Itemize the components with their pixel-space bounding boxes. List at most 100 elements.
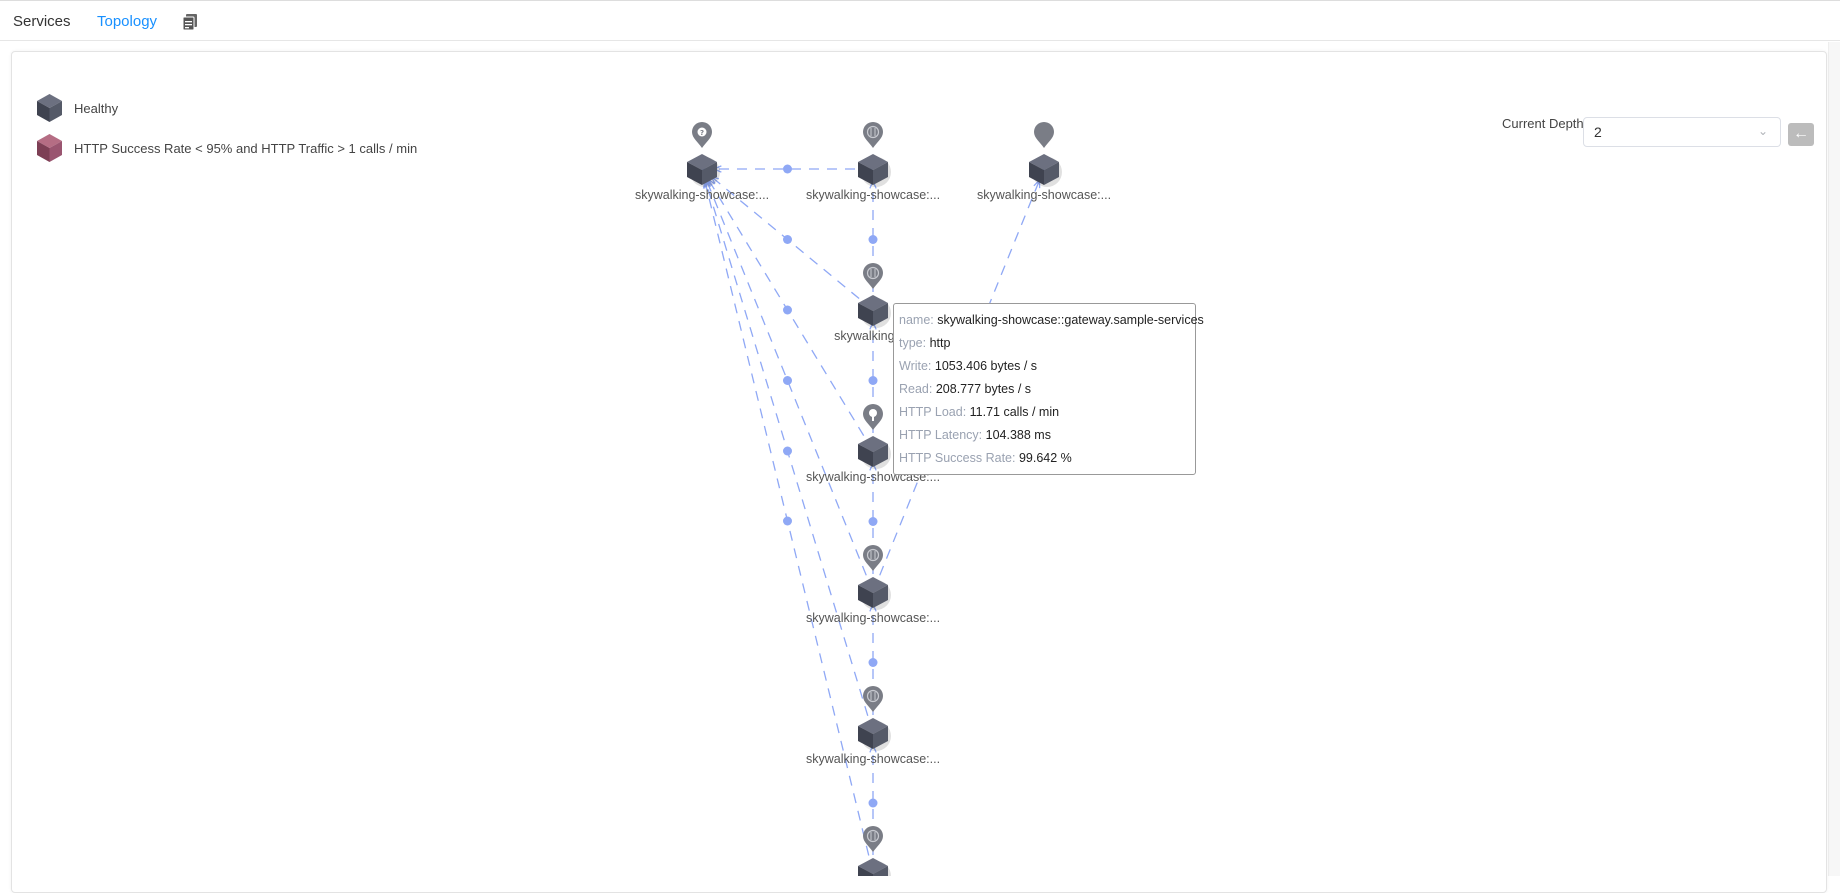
- edge-dot[interactable]: [868, 798, 878, 808]
- top-tab-bar: Services Topology: [0, 0, 1840, 41]
- service-node[interactable]: ?: [687, 122, 720, 187]
- cube-left: [858, 585, 873, 608]
- service-node[interactable]: [858, 404, 891, 469]
- question-icon: [697, 127, 707, 137]
- tooltip-key: name:: [899, 313, 934, 327]
- edge-dot[interactable]: [868, 376, 878, 385]
- tooltip-value: 1053.406 bytes / s: [934, 359, 1038, 373]
- service-node[interactable]: [858, 826, 891, 876]
- tooltip-row: HTTP Latency: 104.388 ms: [899, 426, 1190, 449]
- tooltip-value: 104.388 ms: [985, 428, 1051, 442]
- cube-left: [858, 444, 873, 467]
- pin-icon: [1034, 122, 1054, 148]
- edge-dot[interactable]: [868, 235, 878, 244]
- cube-right: [873, 585, 888, 608]
- tooltip-row: name: skywalking-showcase::gateway.sampl…: [899, 311, 1204, 334]
- cube-right: [873, 726, 888, 749]
- cube-right: [873, 162, 888, 185]
- edge-b1-a1[interactable]: [702, 164, 873, 174]
- pin-icon: [863, 263, 883, 289]
- tooltip-row: Read: 208.777 bytes / s: [899, 380, 1190, 403]
- tooltip-row: type: http: [899, 334, 1190, 357]
- arrow-left-icon: ←: [1793, 125, 1809, 142]
- tooltip-value: 99.642 %: [1018, 451, 1072, 465]
- edge-dot[interactable]: [783, 376, 792, 385]
- cube-left: [687, 162, 702, 185]
- pin-icon: [863, 826, 883, 852]
- edge-b4-a1[interactable]: [701, 168, 874, 593]
- node-label[interactable]: skywalking-showcase:...: [805, 752, 941, 766]
- cube-right: [873, 866, 888, 876]
- http-icon: [866, 548, 880, 562]
- http-icon: [866, 689, 880, 703]
- pin-icon: [863, 686, 883, 712]
- edge-dot[interactable]: [783, 305, 792, 315]
- tooltip-key: HTTP Success Rate:: [899, 451, 1016, 465]
- tooltip-row: Write: 1053.406 bytes / s: [899, 357, 1190, 380]
- pin-icon: ?: [692, 122, 712, 148]
- node-label[interactable]: skywalking-sh: [834, 329, 912, 343]
- cube-left: [858, 303, 873, 326]
- unhealthy-cube-icon: [37, 134, 62, 162]
- node-tooltip: name: skywalking-showcase::gateway.sampl…: [893, 303, 1204, 475]
- edge-line[interactable]: [701, 168, 874, 593]
- cube-right: [873, 303, 888, 326]
- pin-icon: [863, 122, 883, 148]
- documents-icon[interactable]: [181, 13, 199, 31]
- legend-label: HTTP Success Rate < 95% and HTTP Traffic…: [74, 140, 418, 156]
- tooltip-row: HTTP Success Rate: 99.642 %: [899, 449, 1190, 472]
- tooltip-key: Read:: [899, 382, 933, 396]
- cube-left: [858, 162, 873, 185]
- tab-services[interactable]: Services: [13, 13, 71, 30]
- tooltip-key: HTTP Latency:: [899, 428, 983, 442]
- cube-left: [1029, 162, 1044, 185]
- service-node[interactable]: [858, 122, 891, 187]
- edge-dot[interactable]: [783, 164, 792, 174]
- edge-dot[interactable]: [783, 235, 792, 244]
- tooltip-value: skywalking-showcase::gateway.sample-serv…: [937, 313, 1204, 327]
- svg-text:?: ?: [700, 129, 704, 137]
- tab-topology[interactable]: Topology: [97, 13, 158, 30]
- pin-icon: [863, 545, 883, 571]
- service-node[interactable]: [858, 545, 891, 610]
- legend-label: Healthy: [74, 100, 119, 116]
- edge-b3-a1[interactable]: [701, 168, 874, 452]
- node-label[interactable]: skywalking-showcase:...: [976, 188, 1112, 202]
- service-node[interactable]: [1029, 122, 1062, 187]
- http-icon: [866, 266, 880, 280]
- http-icon: [866, 125, 880, 139]
- current-depth-label: Current Depth: [1502, 116, 1584, 131]
- pin-icon: [863, 404, 883, 430]
- service-node[interactable]: [858, 263, 891, 328]
- service-node[interactable]: [858, 686, 891, 751]
- tooltip-row: HTTP Load: 11.71 calls / min: [899, 403, 1190, 426]
- edge-b5-a1[interactable]: [701, 168, 874, 734]
- tooltip-value: 208.777 bytes / s: [935, 382, 1032, 396]
- node-label[interactable]: skywalking-showcase:...: [634, 188, 770, 202]
- cube-right: [702, 162, 717, 185]
- tooltip-value: http: [929, 336, 951, 350]
- legend-unhealthy: HTTP Success Rate < 95% and HTTP Traffic…: [36, 133, 417, 163]
- edge-dot[interactable]: [868, 517, 878, 526]
- cube-left: [858, 726, 873, 749]
- healthy-cube-icon: [37, 94, 62, 122]
- tooltip-key: Write:: [899, 359, 932, 373]
- cube-right: [1044, 162, 1059, 185]
- edge-line[interactable]: [872, 168, 1045, 593]
- back-button[interactable]: ←: [1788, 123, 1814, 146]
- tooltip-value: 11.71 calls / min: [969, 405, 1060, 419]
- tooltip-key: type:: [899, 336, 927, 350]
- depth-value: 2: [1594, 124, 1602, 140]
- node-label[interactable]: skywalking-showcase:...: [805, 188, 941, 202]
- edge-dot[interactable]: [868, 658, 878, 667]
- legend-healthy: Healthy: [36, 93, 118, 123]
- scrollbar[interactable]: [1828, 42, 1840, 876]
- depth-select[interactable]: 2 ⌄: [1583, 117, 1781, 147]
- node-label[interactable]: skywalking-showcase:...: [805, 611, 941, 625]
- http-icon: [866, 829, 880, 843]
- edge-dot[interactable]: [783, 446, 792, 456]
- edge-b6-a1[interactable]: [701, 168, 874, 874]
- edge-dot[interactable]: [783, 516, 792, 526]
- cube-left: [858, 866, 873, 876]
